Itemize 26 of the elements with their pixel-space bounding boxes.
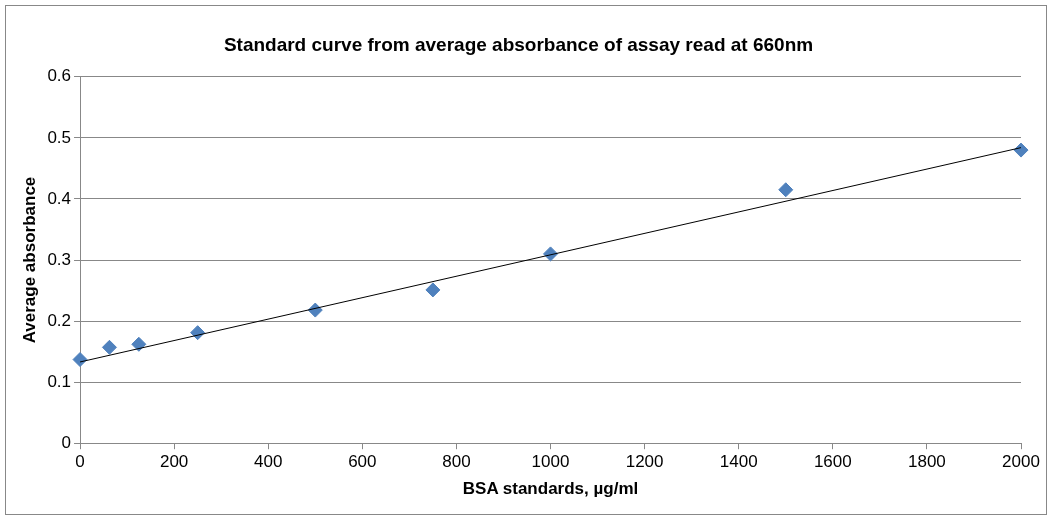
x-tick-label: 2000 <box>1002 452 1040 472</box>
y-tick-label: 0.2 <box>47 310 72 330</box>
point <box>72 352 88 368</box>
point <box>425 282 441 298</box>
y-tick-label: 0 <box>61 432 72 452</box>
x-tick-label: 1800 <box>907 452 946 472</box>
x-tick-label: 200 <box>159 452 189 472</box>
point <box>131 336 147 352</box>
x-tick-label: 1400 <box>719 452 758 472</box>
chart-title: Standard curve from average absorbance of assay read at 660nm <box>223 33 814 55</box>
y-tick-label: 0.5 <box>47 127 72 147</box>
x-tick-label: 400 <box>254 452 283 472</box>
x-axis-title: BSA standards, µg/ml <box>462 479 639 499</box>
x-tick-label: 600 <box>348 452 377 472</box>
x-tick-label: 0 <box>75 452 85 472</box>
point <box>778 182 794 198</box>
y-tick-label: 0.6 <box>47 66 72 86</box>
point <box>101 339 117 355</box>
x-tick-label: 1200 <box>625 452 664 472</box>
x-tick-label: 800 <box>442 452 471 472</box>
y-tick-label: 0.4 <box>47 188 72 208</box>
y-tick-label: 0.3 <box>47 249 72 269</box>
y-tick-label: 0.1 <box>47 371 72 391</box>
y-axis-title: Average absorbance <box>19 176 39 344</box>
x-tick-label: 1600 <box>813 452 852 472</box>
x-tick-label: 1000 <box>531 452 570 472</box>
